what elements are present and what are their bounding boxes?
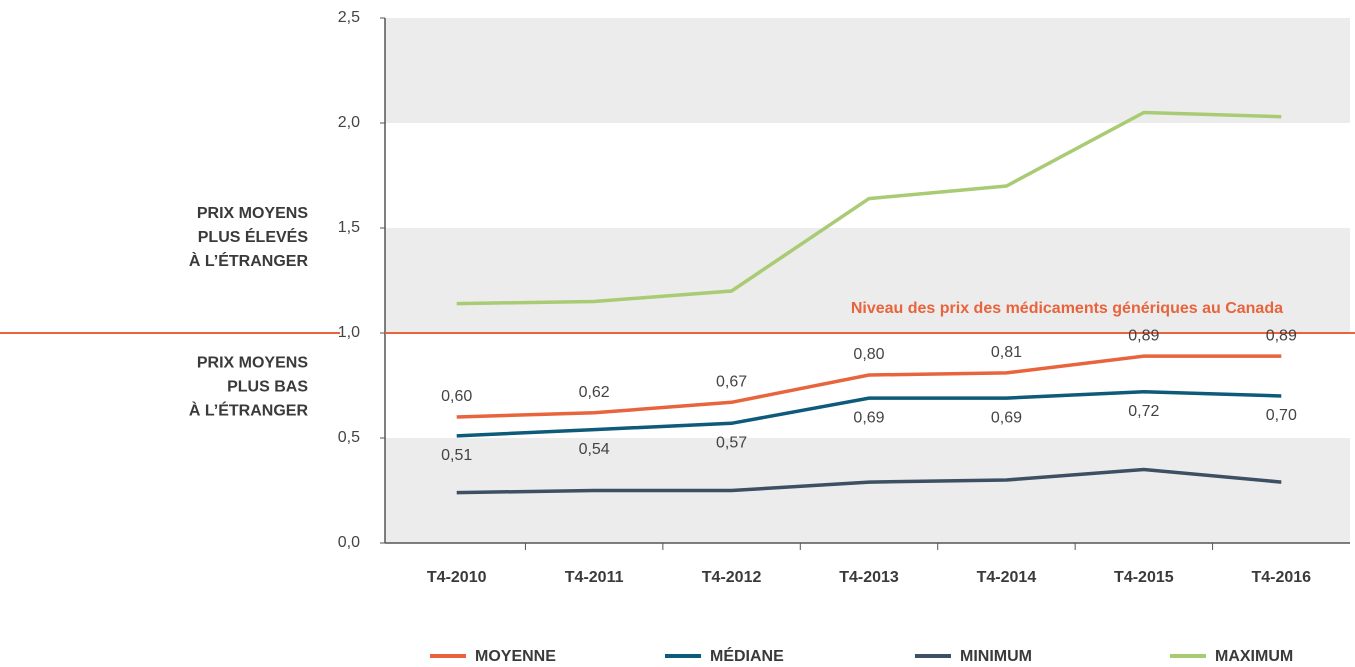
y-tick-label: 1,0 (338, 324, 360, 341)
legend-label: MINIMUM (960, 648, 1032, 665)
x-tick-label: T4-2014 (977, 569, 1037, 586)
legend-label: MAXIMUM (1215, 648, 1293, 665)
x-tick-label: T4-2012 (702, 569, 762, 586)
legend-label: MÉDIANE (710, 646, 784, 665)
x-tick-label: T4-2010 (427, 569, 487, 586)
data-label: 0,67 (716, 374, 747, 391)
annotation: PLUS BAS (227, 379, 308, 396)
data-label: 0,60 (441, 388, 472, 405)
annotation: À L’ÉTRANGER (189, 401, 309, 420)
data-label: 0,69 (991, 409, 1022, 426)
x-tick-label: T4-2015 (1114, 569, 1174, 586)
x-tick-label: T4-2016 (1251, 569, 1311, 586)
x-tick-label: T4-2011 (565, 569, 624, 586)
reference-label: Niveau des prix des médicaments génériqu… (851, 300, 1283, 317)
annotation: PRIX MOYENS (197, 205, 308, 222)
band (385, 18, 1350, 123)
y-tick-label: 2,0 (338, 114, 360, 131)
data-label: 0,51 (441, 447, 472, 464)
data-label: 0,72 (1128, 403, 1159, 420)
annotation: PRIX MOYENS (197, 355, 308, 372)
data-label: 0,80 (853, 346, 884, 363)
series-line (456, 110, 1282, 306)
annotation: À L’ÉTRANGER (189, 251, 309, 270)
y-tick-label: 0,0 (338, 534, 360, 551)
series-line (456, 390, 1282, 438)
data-label: 0,81 (991, 344, 1022, 361)
x-tick-label: T4-2013 (839, 569, 899, 586)
data-label: 0,89 (1128, 327, 1159, 344)
data-label: 0,69 (853, 409, 884, 426)
data-label: 0,62 (579, 384, 610, 401)
legend-label: MOYENNE (475, 648, 556, 665)
y-tick-label: 1,5 (338, 219, 360, 236)
series-line (456, 467, 1282, 495)
data-label: 0,57 (716, 435, 747, 452)
data-label: 0,70 (1266, 407, 1297, 424)
data-label: 0,89 (1266, 327, 1297, 344)
data-label: 0,54 (579, 441, 610, 458)
y-tick-label: 0,5 (338, 429, 360, 446)
series-line (456, 354, 1282, 419)
band (385, 228, 1350, 333)
y-tick-label: 2,5 (338, 9, 360, 26)
annotation: PLUS ÉLEVÉS (198, 227, 309, 246)
